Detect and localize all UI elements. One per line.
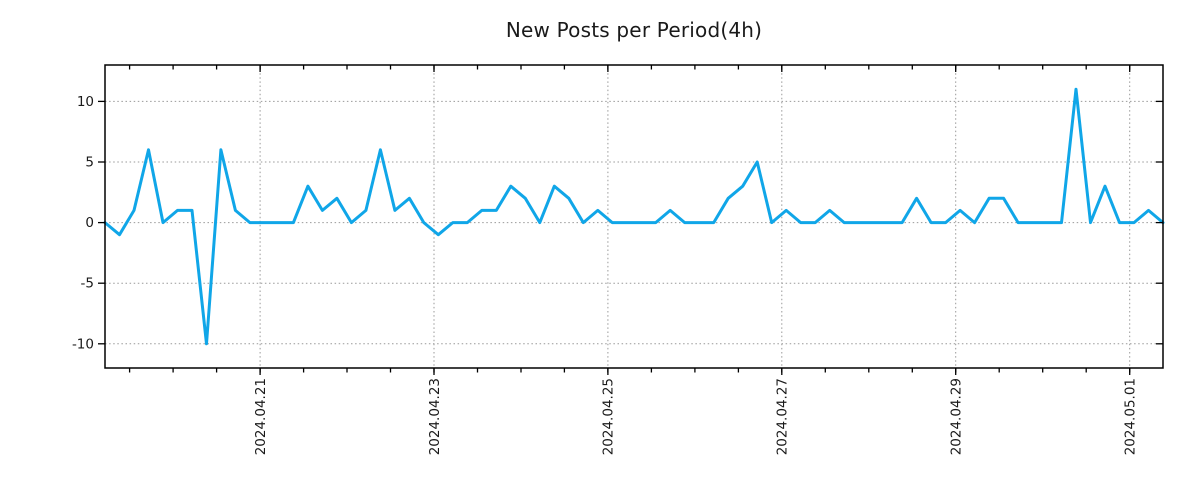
grid-lines: [105, 65, 1163, 368]
y-tick-label: 10: [77, 94, 94, 110]
data-line: [103, 87, 1165, 346]
y-tick-label: 0: [85, 215, 94, 231]
x-tick-label: 2024.04.25: [601, 378, 617, 455]
x-tick-label: 2024.04.23: [427, 378, 443, 455]
x-tick-label: 2024.04.21: [253, 378, 269, 455]
x-tick-label: 2024.05.01: [1123, 378, 1139, 455]
axis-ticks: [98, 65, 1163, 375]
chart-title: New Posts per Period(4h): [505, 18, 763, 42]
y-tick-label: -10: [72, 336, 94, 352]
y-tick-labels: 10 5 0 -5 -10: [72, 94, 94, 352]
x-tick-label: 2024.04.29: [949, 378, 965, 455]
y-tick-label: 5: [85, 155, 94, 171]
x-tick-labels: 2024.04.21 2024.04.23 2024.04.25 2024.04.27…: [253, 378, 1139, 455]
axis-border: [104, 64, 1164, 369]
y-tick-label: -5: [81, 276, 94, 292]
x-tick-label: 2024.04.27: [775, 378, 791, 455]
